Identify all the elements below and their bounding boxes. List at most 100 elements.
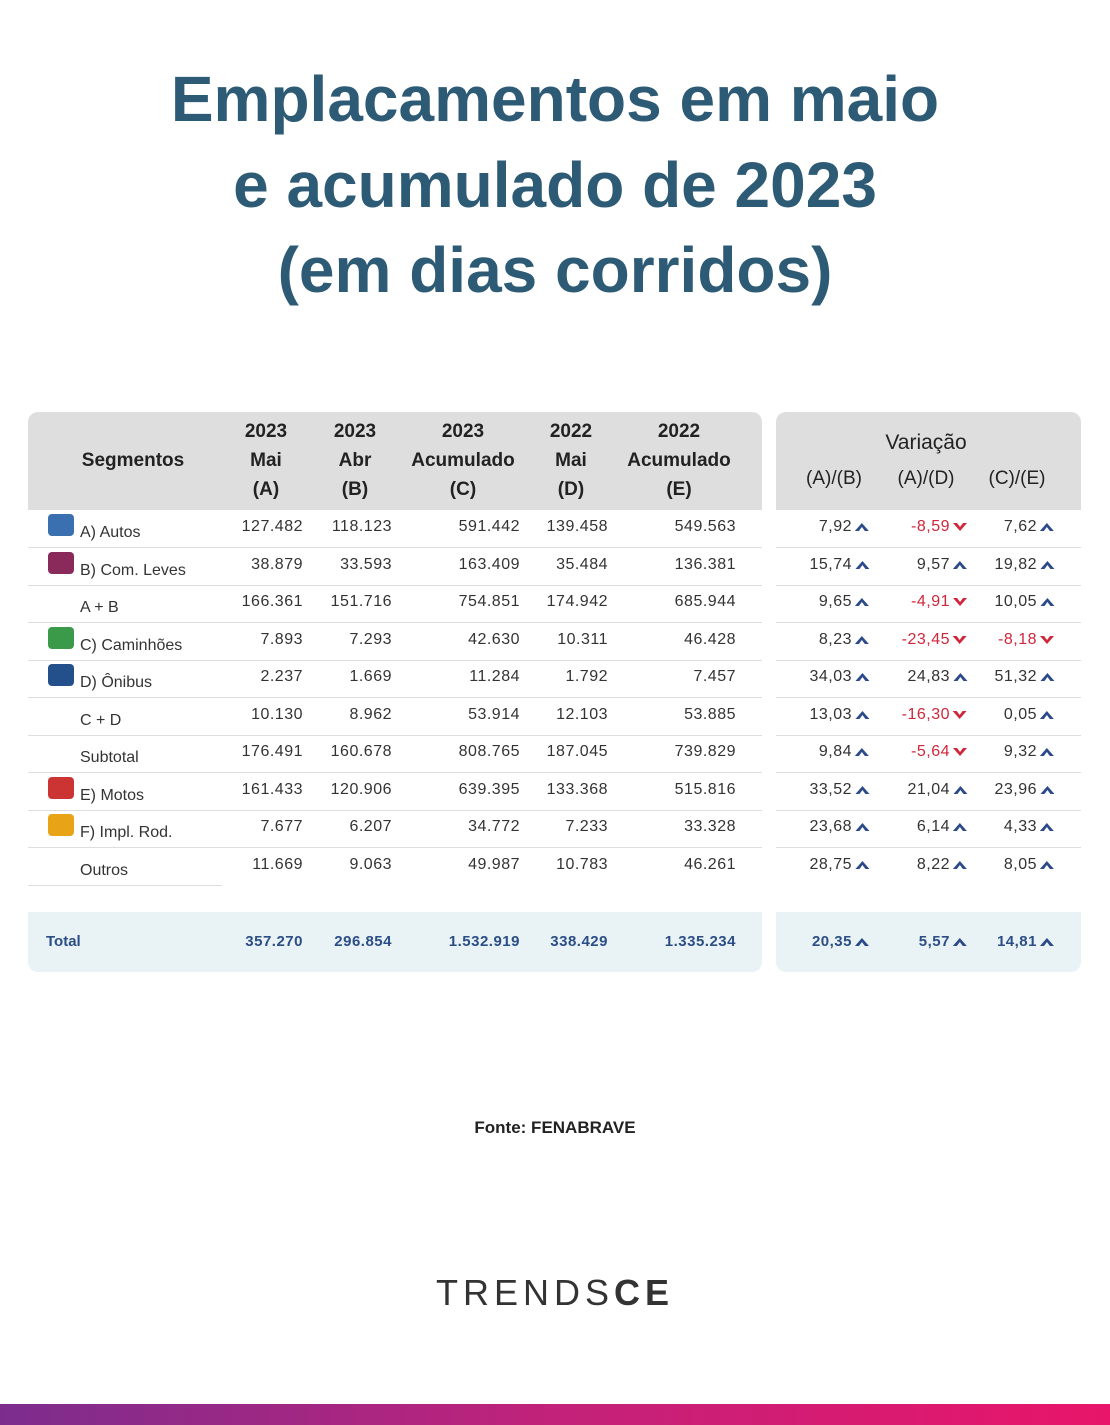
variation: -5,64 [911, 743, 968, 761]
logo-light: TRENDS [435, 1272, 614, 1313]
column-header: Abr [338, 450, 372, 471]
variation: 34,03 [809, 668, 870, 686]
variation: 9,65 [819, 593, 870, 611]
variation: 9,84 [819, 743, 870, 761]
variation-value: 20,35 [811, 933, 852, 950]
variation-value: -8,59 [911, 518, 950, 535]
value: 7.893 [260, 630, 303, 648]
arrow [953, 635, 967, 644]
arrow [1040, 823, 1054, 831]
arrow [1040, 523, 1054, 531]
variation-value: 7,62 [1003, 518, 1037, 535]
value: 42.630 [468, 630, 520, 648]
value: 591.442 [458, 518, 520, 535]
segment-label: E) Motos [80, 786, 145, 804]
column-header: 2022 [549, 421, 593, 442]
value: 166.361 [241, 593, 303, 610]
segment-label: Outros [80, 861, 129, 879]
arrow [855, 560, 869, 569]
arrow [855, 937, 869, 946]
variation-value: 4,33 [1003, 818, 1037, 835]
value: 11.669 [252, 855, 303, 873]
header-bg [776, 412, 1081, 510]
value: 120.906 [330, 780, 392, 798]
value: 118.123 [331, 518, 392, 535]
variation-value: -8,18 [998, 630, 1037, 648]
title-line: (em dias corridos) [277, 234, 833, 306]
variation-header: (A)/(D) [897, 468, 955, 489]
row-line [776, 547, 1081, 548]
segment-icon [48, 514, 74, 536]
variation-value: 8,22 [916, 855, 950, 873]
segment-icon [48, 664, 74, 686]
header-bg [28, 412, 762, 510]
value: 127.482 [241, 518, 303, 535]
variation: 0,05 [1004, 706, 1055, 724]
variation-header: (A)/(B) [806, 468, 862, 489]
variation: -16,30 [902, 706, 968, 724]
column-header: Acumulado [627, 450, 731, 471]
arrow [953, 937, 967, 946]
value: 1.532.919 [448, 933, 520, 950]
value: 161.433 [241, 780, 303, 798]
variation-value: 19,82 [994, 555, 1037, 573]
row-line [776, 734, 1081, 736]
variation: 51,32 [994, 668, 1055, 686]
arrow [855, 710, 869, 719]
value: 2.237 [260, 668, 303, 685]
arrow [1040, 937, 1054, 946]
row-line [28, 584, 762, 586]
value: 808.765 [458, 743, 520, 760]
value: 12.103 [556, 705, 608, 723]
variation: 20,35 [812, 933, 870, 950]
arrow [855, 598, 869, 606]
value: 38.879 [251, 555, 303, 573]
variation: 21,04 [907, 781, 968, 799]
value: 338.429 [550, 933, 608, 950]
logo: TRENDSCE [0, 1272, 1110, 1314]
arrow [953, 560, 967, 569]
variation: 7,92 [819, 518, 870, 536]
column-header: (D) [557, 479, 585, 500]
value: 6.207 [349, 818, 392, 835]
column-header: Mai [555, 450, 587, 471]
segment-label: Total [46, 933, 81, 950]
title-line: Emplacamentos em maio [170, 63, 940, 135]
variation: 28,75 [809, 856, 870, 874]
variation: -8,18 [998, 631, 1055, 649]
row-line [776, 772, 1081, 773]
row-line [28, 884, 222, 886]
segment-label: D) Ônibus [80, 674, 153, 691]
row-line [28, 659, 762, 661]
row-line [28, 772, 762, 773]
value: 33.328 [684, 818, 736, 835]
value: 10.130 [251, 705, 303, 723]
variation: 6,14 [917, 818, 968, 836]
arrow [953, 598, 967, 606]
arrow [953, 823, 967, 831]
arrow [1040, 560, 1054, 569]
variation-value: 9,65 [818, 593, 852, 610]
variation: 33,52 [809, 781, 870, 799]
variation-value: 6,14 [916, 818, 950, 835]
variation: 23,96 [994, 781, 1055, 799]
variation: 9,57 [917, 556, 968, 574]
value: 739.829 [674, 743, 736, 760]
value: 174.942 [546, 593, 608, 610]
column-header: 2023 [333, 421, 377, 442]
arrow [1040, 748, 1054, 756]
value: 33.593 [340, 555, 392, 573]
variation-header: (C)/(E) [988, 468, 1046, 489]
value: 639.395 [458, 780, 520, 798]
variation-value: -16,30 [901, 705, 950, 723]
variation: 24,83 [907, 668, 968, 686]
variation-value: 0,05 [1003, 705, 1037, 723]
arrow [1040, 710, 1054, 719]
variation-value: 10,05 [994, 593, 1037, 610]
value: 357.270 [245, 933, 303, 950]
row-line [776, 809, 1081, 811]
value: 7.457 [693, 668, 736, 685]
segment-icon [48, 551, 74, 574]
variation: 8,22 [917, 856, 968, 874]
